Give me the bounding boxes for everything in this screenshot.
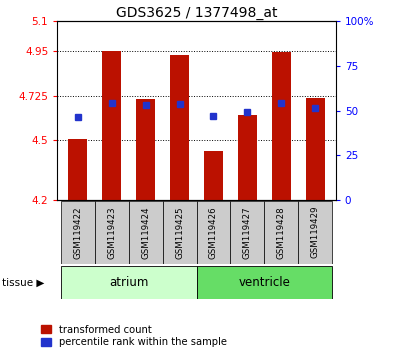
Legend: transformed count, percentile rank within the sample: transformed count, percentile rank withi…: [41, 325, 227, 347]
Title: GDS3625 / 1377498_at: GDS3625 / 1377498_at: [116, 6, 277, 20]
Bar: [61, 201, 95, 264]
Bar: [272, 52, 291, 200]
Bar: [306, 98, 325, 200]
Text: atrium: atrium: [109, 276, 148, 289]
Text: GSM119429: GSM119429: [311, 206, 320, 258]
Bar: [298, 201, 332, 264]
Bar: [102, 51, 121, 200]
Text: GSM119426: GSM119426: [209, 206, 218, 258]
Text: ventricle: ventricle: [239, 276, 290, 289]
Bar: [204, 152, 223, 200]
Bar: [170, 55, 189, 200]
Bar: [163, 201, 197, 264]
Bar: [264, 201, 298, 264]
Bar: [95, 201, 129, 264]
Bar: [136, 99, 155, 200]
Text: GSM119427: GSM119427: [243, 206, 252, 258]
Text: GSM119422: GSM119422: [73, 206, 82, 258]
Bar: [129, 201, 163, 264]
Text: GSM119428: GSM119428: [277, 206, 286, 258]
Text: GSM119425: GSM119425: [175, 206, 184, 258]
Bar: [238, 115, 257, 200]
Bar: [61, 266, 197, 299]
Bar: [68, 139, 87, 200]
Bar: [197, 266, 332, 299]
Text: GSM119423: GSM119423: [107, 206, 116, 258]
Text: tissue ▶: tissue ▶: [2, 277, 44, 287]
Bar: [197, 201, 230, 264]
Text: GSM119424: GSM119424: [141, 206, 150, 258]
Bar: [230, 201, 264, 264]
